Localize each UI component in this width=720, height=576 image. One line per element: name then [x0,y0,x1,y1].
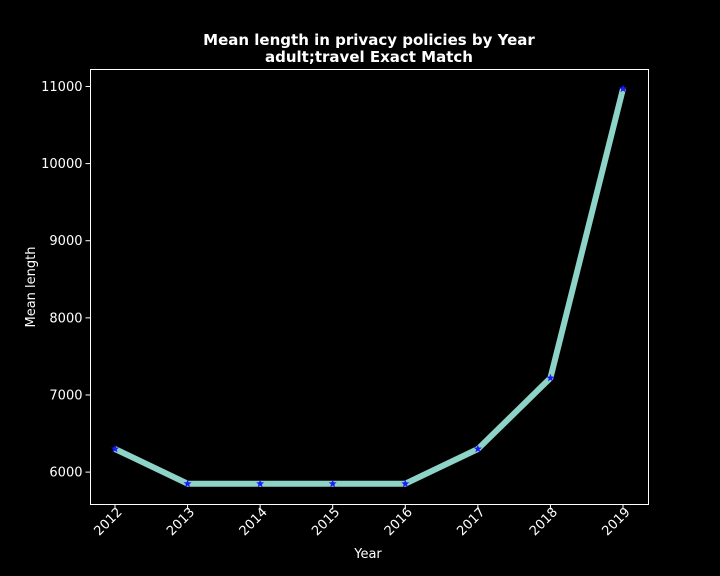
data-point-star-icon [401,479,410,488]
y-axis-label: Mean length [24,247,39,328]
data-point-star-icon [619,84,627,93]
x-axis: 2012 2013 2014 2015 2016 2017 2018 2019 [92,504,634,539]
chart-subtitle: adult;travel Exact Match [265,48,473,66]
plot-area-frame [90,69,649,505]
series-line [113,88,626,487]
y-tick-label: 11000 [41,80,82,95]
data-point-star-icon [256,479,265,488]
x-tick-label: 2018 [527,505,561,539]
data-point-star-icon [473,444,482,453]
y-tick-label: 10000 [41,157,82,172]
x-tick-label: 2015 [309,505,343,539]
y-tick-label: 6000 [49,466,82,481]
x-tick-label: 2016 [382,505,416,539]
series [111,84,627,488]
x-tick-label: 2012 [92,505,126,539]
y-tick-label: 7000 [49,388,82,403]
x-axis-label: Year [353,547,382,562]
x-tick-label: 2013 [164,505,198,539]
x-tick-label: 2019 [600,505,634,539]
y-axis: 6000 7000 8000 9000 10000 11000 [41,80,91,481]
data-point-star-icon [546,373,555,382]
x-tick-label: 2014 [237,505,271,539]
data-point-star-icon [183,479,192,488]
y-tick-label: 8000 [49,311,82,326]
data-point-star-icon [111,444,119,453]
y-tick-label: 9000 [49,234,82,249]
data-point-star-icon [328,479,337,488]
chart-title: Mean length in privacy policies by Year [203,31,535,49]
x-tick-label: 2017 [454,505,488,539]
